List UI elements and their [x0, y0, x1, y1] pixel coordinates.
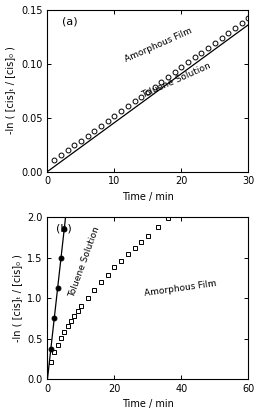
Text: Toluene Solution: Toluene Solution [140, 61, 212, 100]
Text: (a): (a) [62, 16, 77, 26]
Text: Amorphous Film: Amorphous Film [124, 26, 194, 64]
Y-axis label: -ln ( [cis]ₜ / [cis]₀ ): -ln ( [cis]ₜ / [cis]₀ ) [5, 46, 16, 134]
X-axis label: Time / min: Time / min [122, 192, 174, 202]
X-axis label: Time / min: Time / min [122, 400, 174, 410]
Text: (b): (b) [55, 224, 71, 234]
Text: Toluene Solution: Toluene Solution [68, 226, 102, 299]
Y-axis label: -ln ( [cis]ₜ / [cis]₀ ): -ln ( [cis]ₜ / [cis]₀ ) [12, 254, 22, 342]
Text: Amorphous Film: Amorphous Film [144, 279, 217, 298]
